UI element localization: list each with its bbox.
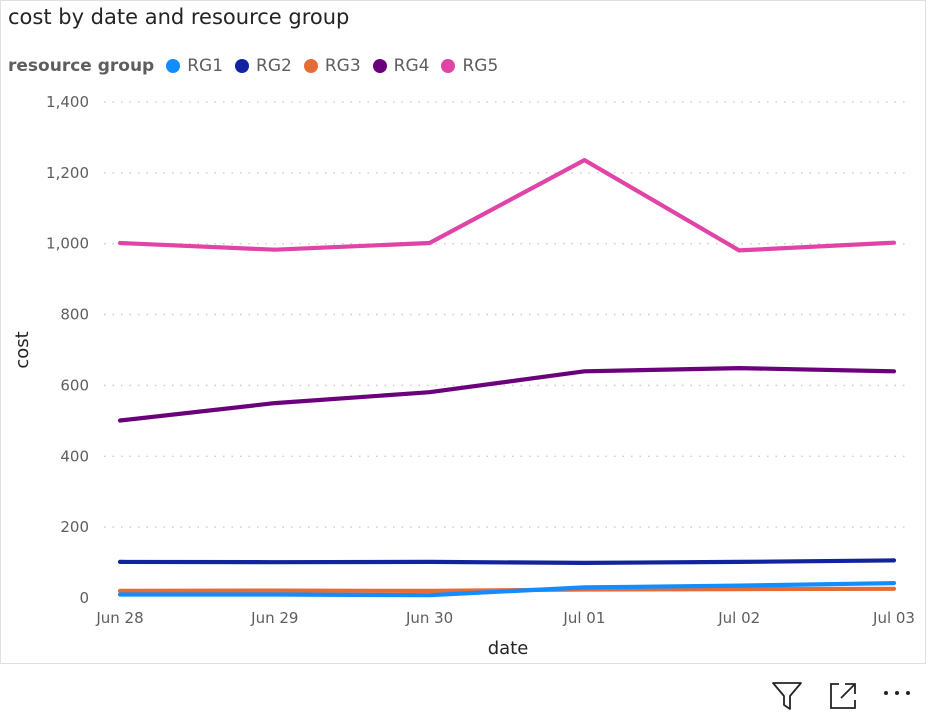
legend-label: RG4 — [393, 56, 430, 76]
y-tick-label: 800 — [60, 306, 89, 324]
y-tick-label: 400 — [60, 447, 89, 465]
line-chart-visual: cost by date and resource group resource… — [0, 0, 926, 664]
legend-marker — [441, 59, 456, 73]
y-tick-label: 1,400 — [46, 93, 89, 111]
legend-item-rg3[interactable]: RG3 — [303, 56, 361, 76]
x-axis-title: date — [488, 638, 529, 659]
legend-label: RG2 — [256, 56, 292, 76]
y-axis-title: cost — [12, 331, 33, 368]
y-tick-label: 1,200 — [46, 164, 89, 182]
series-line-rg5 — [117, 158, 897, 253]
y-tick-label: 1,000 — [46, 235, 89, 253]
chart-plot-area: 0 200 400 600 800 1,000 1,200 1,400 Jun 28 Jun 29… — [12, 93, 915, 659]
legend: resource group RG1 RG2 RG3 RG4 RG5 — [8, 54, 510, 78]
series-line-rg1 — [117, 580, 897, 598]
legend-marker — [372, 59, 387, 73]
legend-item-rg2[interactable]: RG2 — [235, 56, 292, 76]
legend-marker — [303, 59, 318, 73]
y-tick-label: 600 — [60, 376, 89, 394]
x-tick-label: Jul 01 — [562, 609, 605, 627]
chart-title: cost by date and resource group — [8, 5, 350, 29]
visual-footer-toolbar — [770, 677, 940, 713]
more-options-icon[interactable] — [880, 677, 914, 713]
x-tick-label: Jun 30 — [405, 609, 453, 627]
focus-mode-icon[interactable] — [826, 677, 860, 713]
x-tick-label: Jun 29 — [250, 609, 298, 627]
filter-icon[interactable] — [770, 677, 804, 713]
legend-label: RG5 — [462, 56, 499, 76]
x-tick-label: Jul 02 — [717, 609, 760, 627]
x-tick-label: Jun 28 — [95, 609, 143, 627]
legend-label: RG1 — [187, 56, 224, 76]
y-tick-label: 0 — [79, 589, 89, 607]
y-tick-label: 200 — [60, 518, 89, 536]
legend-items: RG1 RG2 RG3 RG4 RG5 — [166, 56, 510, 76]
series-line-rg4 — [117, 366, 897, 423]
legend-item-rg1[interactable]: RG1 — [166, 56, 223, 76]
legend-item-rg5[interactable]: RG5 — [441, 56, 498, 76]
legend-item-rg4[interactable]: RG4 — [372, 56, 430, 76]
legend-marker — [235, 59, 250, 73]
legend-marker — [166, 59, 181, 73]
legend-label: RG3 — [324, 56, 361, 76]
legend-title: resource group — [8, 56, 155, 76]
series-line-rg2 — [117, 558, 897, 566]
x-tick-label: Jul 03 — [872, 609, 915, 627]
